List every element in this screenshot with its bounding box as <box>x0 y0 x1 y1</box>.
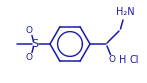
Text: H₂N: H₂N <box>116 7 134 17</box>
Text: O: O <box>25 54 32 62</box>
Text: Cl: Cl <box>130 55 140 65</box>
Text: H: H <box>119 55 127 65</box>
Text: O: O <box>109 55 116 64</box>
Text: S: S <box>31 39 39 49</box>
Text: O: O <box>25 25 32 35</box>
